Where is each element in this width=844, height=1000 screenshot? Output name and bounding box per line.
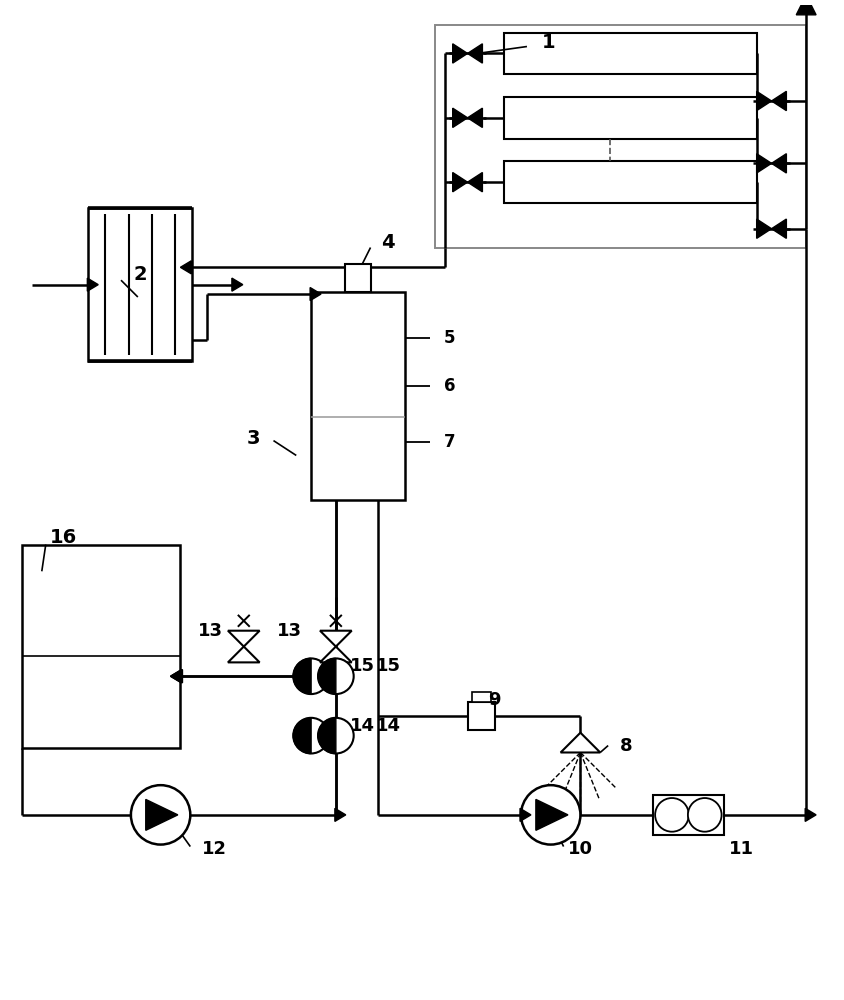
Polygon shape [320, 631, 351, 647]
Text: 7: 7 [443, 433, 455, 451]
Circle shape [293, 718, 328, 753]
Polygon shape [452, 173, 467, 192]
Polygon shape [535, 799, 567, 830]
Bar [435, 25, 805, 248]
Bar [471, 692, 490, 702]
Polygon shape [795, 0, 815, 15]
Bar [504, 161, 755, 203]
Polygon shape [560, 733, 599, 752]
Polygon shape [334, 808, 345, 821]
Circle shape [131, 785, 190, 845]
Wedge shape [293, 658, 311, 694]
Bar [652, 795, 723, 835]
Polygon shape [771, 219, 786, 238]
Text: 6: 6 [443, 377, 455, 395]
Text: 11: 11 [728, 840, 754, 858]
Text: 10: 10 [567, 840, 592, 858]
Text: 13: 13 [277, 622, 301, 640]
Text: 2: 2 [134, 265, 148, 284]
Polygon shape [519, 808, 530, 821]
Text: 1: 1 [541, 33, 555, 52]
Bar [22, 545, 181, 748]
Text: 5: 5 [443, 329, 455, 347]
Text: 13: 13 [197, 622, 222, 640]
Bar [504, 33, 755, 74]
Polygon shape [310, 288, 321, 301]
Bar [89, 208, 192, 361]
Text: 16: 16 [50, 528, 77, 547]
Polygon shape [467, 44, 482, 63]
Text: 4: 4 [381, 233, 395, 252]
Circle shape [317, 658, 354, 694]
Polygon shape [452, 108, 467, 127]
Polygon shape [320, 647, 351, 662]
Bar [504, 97, 755, 139]
Circle shape [317, 718, 354, 753]
Polygon shape [755, 91, 771, 111]
Bar [345, 264, 371, 292]
Polygon shape [170, 670, 181, 683]
Text: 15: 15 [349, 657, 375, 675]
Polygon shape [145, 799, 177, 830]
Polygon shape [171, 670, 182, 683]
Text: 14: 14 [376, 717, 400, 735]
Wedge shape [317, 718, 335, 753]
Polygon shape [171, 670, 182, 683]
Text: 15: 15 [376, 657, 400, 675]
Polygon shape [231, 278, 242, 291]
Polygon shape [228, 631, 259, 647]
Polygon shape [755, 219, 771, 238]
Circle shape [687, 798, 721, 832]
Polygon shape [87, 278, 98, 291]
Text: 14: 14 [349, 717, 375, 735]
Circle shape [654, 798, 688, 832]
Polygon shape [771, 154, 786, 173]
Circle shape [293, 658, 328, 694]
Text: 12: 12 [202, 840, 226, 858]
Text: 9: 9 [488, 691, 500, 709]
Bar [467, 702, 495, 730]
Polygon shape [170, 670, 181, 683]
Text: 8: 8 [619, 737, 631, 755]
Wedge shape [317, 658, 335, 694]
Polygon shape [467, 108, 482, 127]
Polygon shape [755, 154, 771, 173]
Polygon shape [804, 808, 815, 821]
Wedge shape [293, 718, 311, 753]
Polygon shape [771, 91, 786, 111]
Circle shape [521, 785, 580, 845]
Text: 3: 3 [246, 429, 260, 448]
Polygon shape [181, 261, 191, 274]
Bar [311, 292, 404, 500]
Polygon shape [228, 647, 259, 662]
Polygon shape [467, 173, 482, 192]
Polygon shape [452, 44, 467, 63]
